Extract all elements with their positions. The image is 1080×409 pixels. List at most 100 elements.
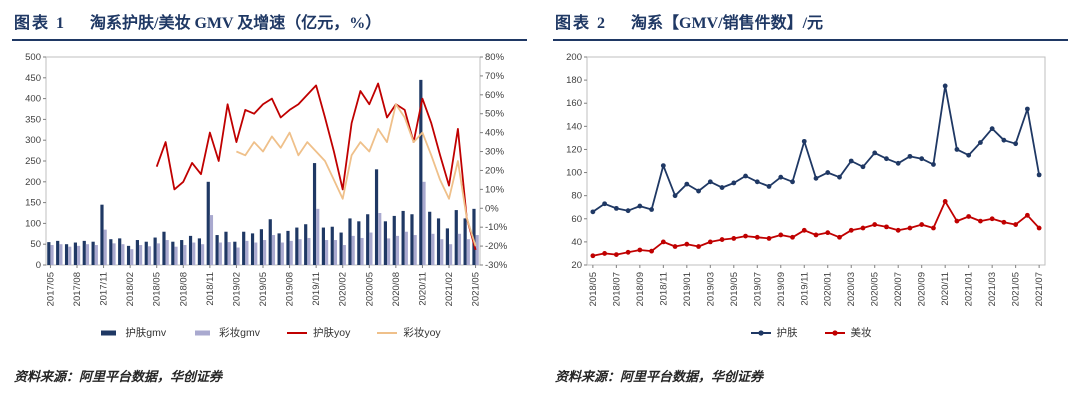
护肤gmv-bar (268, 219, 272, 265)
x-axis-label: 2021/05 (1011, 272, 1022, 306)
护肤gmv-bar (171, 241, 175, 265)
美妆-marker (590, 253, 596, 259)
legend-label: 护肤gmv (125, 327, 167, 339)
美妆-marker (672, 244, 678, 249)
y-axis-label: 0 (36, 260, 41, 271)
彩妆gmv-bar (449, 244, 453, 265)
美妆-marker (731, 236, 737, 241)
护肤-marker (684, 181, 690, 187)
figure-2-chart-canvas: 20 40 60 80 100 120 140 160 180 200 2018/05 2018/07… (566, 52, 1046, 306)
y2-axis-label: 20% (485, 165, 505, 176)
护肤gmv-bar (126, 245, 131, 265)
figure-2-divider (553, 39, 1068, 41)
legend-label: 彩妆gmv (219, 327, 260, 339)
美妆-marker (660, 239, 666, 245)
legend-item-美妆: 美妆 (824, 325, 872, 340)
护肤gmv-bar (135, 240, 139, 265)
y-axis-label: 150 (25, 198, 41, 209)
护肤gmv-bar (73, 242, 77, 265)
x-axis-label: 2020/09 (917, 272, 928, 306)
美妆-marker (895, 227, 901, 233)
x-axis-label: 2019/01 (682, 272, 693, 306)
美妆-marker (696, 244, 701, 249)
护肤-marker (837, 174, 842, 180)
x-axis-label: 2021/07 (1034, 272, 1045, 306)
彩妆gmv-bar (236, 247, 240, 265)
护肤-marker (778, 174, 784, 180)
y-axis-label: 400 (25, 94, 41, 105)
护肤gmv-bar (162, 231, 166, 265)
x-axis-label: 2017/11 (99, 272, 110, 306)
护肤-marker (637, 203, 643, 209)
y-axis-label: 200 (566, 52, 582, 63)
美妆-marker (825, 230, 831, 236)
legend-swatch-护肤 (750, 329, 771, 336)
y-axis-label: 350 (25, 114, 41, 125)
护肤-marker (942, 83, 948, 89)
y2-axis-label: 30% (485, 147, 505, 158)
美妆-marker (1036, 225, 1042, 231)
护肤-marker (613, 205, 619, 211)
美妆-marker (766, 236, 772, 241)
y-axis-label: 250 (25, 156, 41, 167)
x-axis-label: 2019/08 (285, 272, 296, 306)
护肤-marker (884, 156, 889, 162)
x-axis-label: 2019/11 (799, 272, 810, 306)
彩妆gmv-bar (466, 239, 470, 265)
美妆-marker (872, 222, 878, 227)
y-axis-label: 20 (571, 260, 582, 271)
美妆-marker (848, 227, 854, 233)
legend-swatch-彩妆yoy (377, 331, 398, 334)
x-axis-label: 2018/08 (178, 272, 189, 306)
y2-axis-label: 80% (485, 52, 505, 63)
彩妆gmv-bar (395, 235, 400, 265)
美妆-marker (813, 232, 819, 238)
护肤gmv-bar (472, 208, 476, 265)
护肤gmv-bar (366, 214, 370, 265)
护肤-marker (872, 150, 878, 156)
护肤-marker (719, 185, 725, 190)
plot-frame (586, 56, 1046, 266)
彩妆gmv-bar (209, 215, 214, 265)
y-axis-label: 200 (25, 177, 41, 188)
x-axis-label: 2018/05 (152, 272, 163, 306)
护肤gmv-bar (348, 218, 352, 265)
彩妆gmv-bar (422, 181, 426, 265)
彩妆gmv-bar (139, 245, 143, 265)
美妆-marker (649, 248, 654, 254)
护肤-marker (825, 170, 831, 175)
彩妆gmv-bar (147, 246, 152, 265)
护肤gmv-bar (392, 215, 396, 265)
护肤-marker (660, 163, 666, 169)
护肤gmv-bar (286, 230, 290, 265)
护肤-marker (754, 179, 760, 185)
figure-2-label: 图表 2 (555, 15, 608, 32)
护肤-marker (978, 140, 983, 145)
护肤gmv-bar (428, 211, 432, 265)
护肤gmv-bar (277, 233, 281, 265)
彩妆gmv-bar (325, 240, 329, 265)
y-axis-label: 140 (566, 121, 582, 132)
护肤-marker (848, 158, 854, 164)
x-axis-label: 2021/05 (471, 272, 482, 306)
legend-swatch-美妆 (824, 329, 845, 336)
figure-2-panel: 图表 2 淘系【GMV/销售件数】/元 20 40 60 80 100 120 140 160… (553, 6, 1068, 409)
美妆-marker (919, 222, 925, 227)
彩妆gmv-bar (245, 240, 249, 265)
护肤gmv-bar (436, 218, 441, 265)
护肤-marker (1024, 106, 1030, 112)
彩妆gmv-bar (404, 231, 408, 265)
x-axis-label: 2019/05 (729, 272, 740, 306)
护肤gmv-bar (339, 232, 343, 265)
彩妆gmv-bar (271, 235, 276, 265)
x-axis-label: 2020/03 (846, 272, 857, 306)
x-axis-label: 2020/07 (893, 272, 904, 306)
x-axis-label: 2021/03 (987, 272, 998, 306)
护肤-marker (954, 147, 960, 152)
护肤gmv-bar (374, 169, 379, 265)
护肤gmv-bar (454, 210, 458, 265)
figure-1-chart-canvas: 0 50 100 150 200 250 300 350 400 450 500 -30% -20% -1… (25, 52, 508, 306)
彩妆gmv-bar (130, 249, 134, 265)
护肤-marker (801, 138, 807, 144)
彩妆gmv-bar (369, 232, 373, 265)
